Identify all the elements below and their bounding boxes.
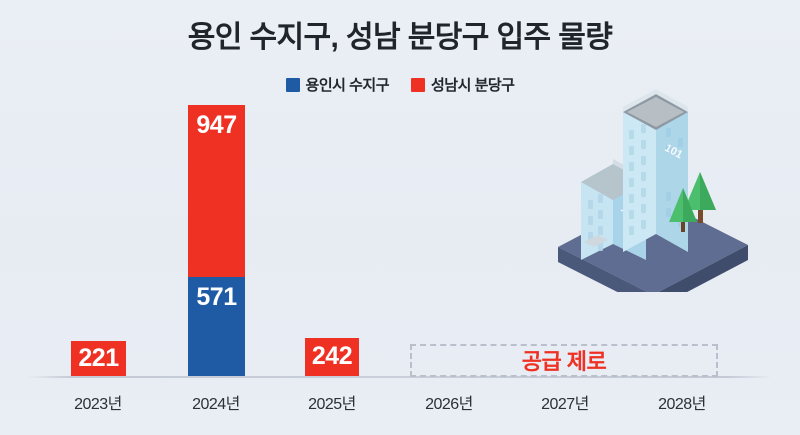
legend-label-seongnam-bundang: 성남시 분당구 xyxy=(431,77,515,94)
bar-value-2025-seongnam-bundang: 242 xyxy=(311,342,353,370)
zero-supply-annotation: 공급 제로 xyxy=(410,344,718,377)
chart-baseline xyxy=(27,376,772,378)
bar-value-2024-seongnam-bundang: 947 xyxy=(196,111,237,139)
chart-legend: 용인시 수지구 성남시 분당구 xyxy=(0,74,800,95)
legend-swatch-seongnam-bundang xyxy=(411,77,425,92)
legend-item-seongnam-bundang: 성남시 분당구 xyxy=(411,74,515,95)
bar-2025-seongnam-bundang: 242 xyxy=(305,338,359,377)
bar-2023-seongnam-bundang: 221 xyxy=(71,341,126,377)
tree-small-icon xyxy=(669,188,697,232)
bar-2024-yongin-suji: 571 xyxy=(188,277,245,377)
x-axis-label-2028: 2028년 xyxy=(658,396,706,413)
x-axis-label-2025: 2025년 xyxy=(308,396,356,413)
x-axis-label-2023: 2023년 xyxy=(74,396,122,413)
bar-value-2024-yongin-suji: 571 xyxy=(196,283,237,311)
x-axis-labels: 2023년 2024년 2025년 2026년 2027년 2028년 xyxy=(0,390,800,420)
x-axis-label-2026: 2026년 xyxy=(425,396,473,413)
zero-supply-label: 공급 제로 xyxy=(521,348,607,374)
tree-large-icon xyxy=(684,172,716,223)
apartment-illustration: 103 xyxy=(548,82,768,292)
legend-item-yongin-suji: 용인시 수지구 xyxy=(285,74,390,95)
legend-label-yongin-suji: 용인시 수지구 xyxy=(305,77,390,94)
legend-swatch-yongin-suji xyxy=(285,77,300,92)
page-title: 용인 수지구, 성남 분당구 입주 물량 xyxy=(187,21,613,54)
bar-value-2023-seongnam-bundang: 221 xyxy=(78,344,119,372)
bar-2024-seongnam-bundang: 947 xyxy=(188,105,245,277)
x-axis-label-2027: 2027년 xyxy=(541,396,589,413)
ground-slab-icon xyxy=(558,197,748,292)
building-101-icon: 101 xyxy=(623,89,688,252)
x-axis-label-2024: 2024년 xyxy=(192,396,240,413)
